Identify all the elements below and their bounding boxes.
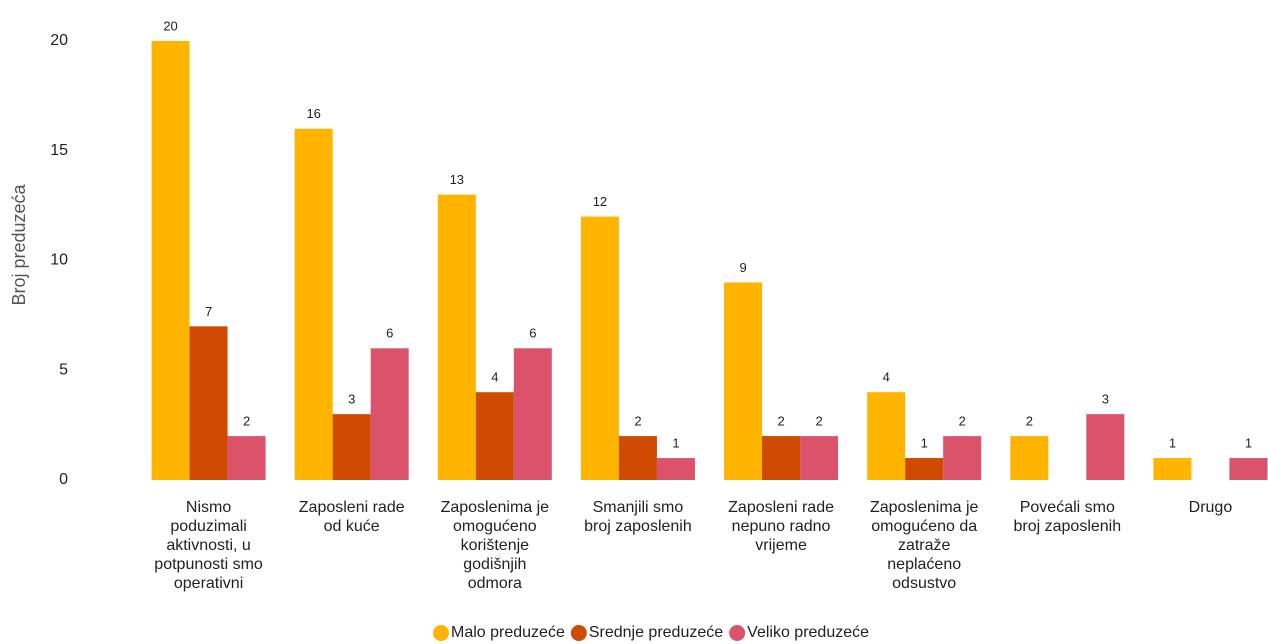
value-label: 2 <box>777 414 784 429</box>
legend-label: Srednje preduzeće <box>589 624 723 641</box>
value-label: 1 <box>1169 435 1176 450</box>
value-label: 3 <box>1102 392 1109 407</box>
value-label: 9 <box>739 260 746 275</box>
y-tick-label: 20 <box>50 32 68 49</box>
bar <box>475 392 514 480</box>
y-tick-label: 0 <box>59 471 68 488</box>
value-label: 2 <box>243 414 250 429</box>
x-tick-label: Drugo <box>1189 499 1233 516</box>
y-axis-label: Broj preduzeća <box>9 183 29 305</box>
bar <box>151 41 190 480</box>
bar <box>656 458 695 480</box>
bar <box>1086 414 1125 480</box>
bar <box>867 392 906 480</box>
value-label: 2 <box>1026 414 1033 429</box>
bar <box>513 348 552 480</box>
legend: Malo preduzeće Srednje preduzeće Veliko pr… <box>432 624 869 641</box>
bar <box>905 458 944 480</box>
y-tick-label: 15 <box>50 142 68 159</box>
bar <box>762 436 801 480</box>
legend-label: Malo preduzeće <box>451 624 565 641</box>
bar <box>800 436 839 480</box>
y-tick-label: 10 <box>50 252 68 269</box>
x-tick-label: Zaposlenima je omogućeno da zatraže neplaće… <box>870 499 979 592</box>
value-label: 4 <box>491 370 498 385</box>
bar <box>1153 458 1192 480</box>
x-tick-label: Zaposlenima je omogućeno korištenje godišnj… <box>441 499 550 592</box>
value-label: 1 <box>1245 435 1252 450</box>
value-label: 4 <box>883 370 890 385</box>
value-label: 20 <box>163 18 177 33</box>
bar <box>227 436 266 480</box>
bar <box>1010 436 1049 480</box>
bar <box>580 216 619 480</box>
value-label: 2 <box>959 414 966 429</box>
value-label: 1 <box>672 435 679 450</box>
bar <box>437 194 476 480</box>
legend-swatch <box>570 625 587 641</box>
value-label: 6 <box>386 326 393 341</box>
bar <box>294 128 333 481</box>
value-label: 2 <box>815 414 822 429</box>
x-tick-label: Smanjili smo broj zaposlenih <box>584 499 692 535</box>
value-label: 13 <box>450 172 464 187</box>
bar <box>943 436 982 480</box>
x-tick-label: Zaposleni rade od kuće <box>299 499 405 535</box>
legend-label: Veliko preduzeće <box>747 624 869 641</box>
x-tick-label: Zaposleni rade nepuno radno vrijeme <box>728 499 834 554</box>
value-label: 6 <box>529 326 536 341</box>
value-label: 7 <box>205 304 212 319</box>
bar <box>1229 458 1268 480</box>
bar <box>332 414 371 480</box>
x-tick-label: Nismo poduzimali aktivnosti, u potpunosti s… <box>154 499 263 592</box>
value-label: 2 <box>634 414 641 429</box>
bar <box>618 436 657 480</box>
legend-swatch <box>432 625 449 641</box>
value-label: 1 <box>921 435 928 450</box>
bar <box>724 282 763 480</box>
value-label: 12 <box>593 194 607 209</box>
y-tick-label: 5 <box>59 361 68 378</box>
bar <box>189 326 228 480</box>
value-label: 16 <box>306 106 320 121</box>
x-tick-label: Povećali smo broj zaposlenih <box>1014 499 1122 535</box>
bar <box>370 348 409 480</box>
legend-swatch <box>729 625 746 641</box>
value-label: 3 <box>348 392 355 407</box>
